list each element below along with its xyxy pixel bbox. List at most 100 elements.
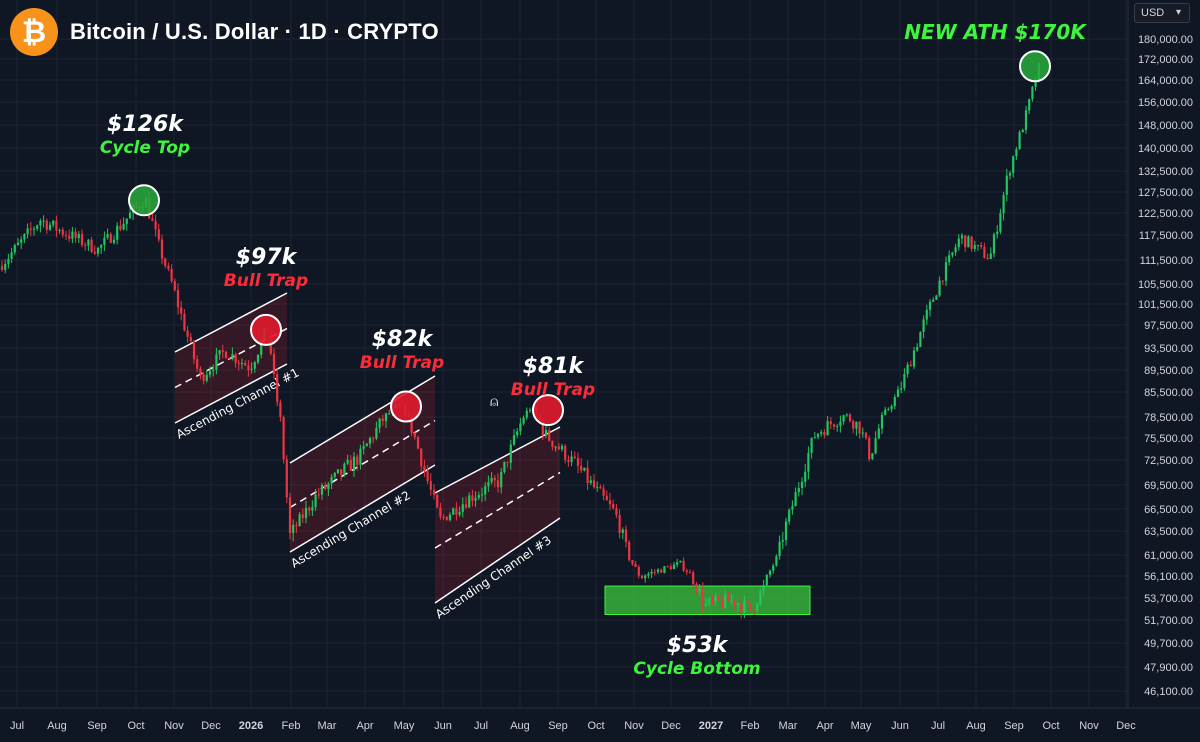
candle-body [893, 397, 896, 407]
candle-body [576, 458, 580, 466]
candle-body [823, 432, 826, 436]
candle-body [880, 414, 884, 429]
candle-body [512, 435, 516, 445]
candle-body [215, 354, 218, 370]
candle-body [116, 225, 119, 240]
candle-body [733, 600, 736, 605]
ath-marker [1019, 50, 1051, 83]
candle-body [794, 492, 797, 507]
y-tick-label: 66,500.00 [1144, 504, 1193, 516]
candle-body [346, 459, 349, 464]
y-tick-label: 180,000.00 [1138, 34, 1193, 46]
new-ath-annotation: NEW ATH $170K [904, 20, 1086, 44]
candle-body [804, 471, 807, 482]
bull-trap-1-label: Bull Trap [223, 271, 309, 291]
candle-body [896, 389, 900, 398]
candle-body [903, 373, 906, 389]
candle-body [381, 418, 384, 422]
y-tick-label: 51,700.00 [1144, 615, 1193, 627]
bull-trap-2-marker [390, 390, 422, 423]
candle-body [96, 247, 100, 254]
candle-body [928, 301, 932, 310]
candle-body [7, 258, 10, 264]
candle-body [196, 359, 199, 369]
candle-body [989, 253, 992, 259]
candle-body [186, 330, 189, 337]
candle-body [717, 596, 720, 601]
x-tick-label: Sep [548, 720, 568, 732]
candle-body [650, 571, 653, 574]
candle-body [496, 480, 500, 488]
candle-body [749, 603, 752, 611]
candle-body [711, 598, 714, 602]
candle-body [720, 600, 724, 608]
candle-body [426, 470, 429, 481]
y-tick-label: 61,000.00 [1144, 550, 1193, 562]
x-tick-label: Mar [318, 720, 337, 732]
candle-body [80, 233, 84, 245]
y-tick-label: 56,100.00 [1144, 571, 1193, 583]
candle-body [1002, 194, 1005, 214]
candle-body [573, 456, 576, 459]
candle-body [234, 354, 237, 363]
candle-body [519, 423, 522, 432]
candle-body [288, 497, 292, 534]
cycle-bottom-box [604, 585, 811, 615]
candle-body [788, 509, 791, 522]
candle-body [295, 524, 298, 527]
candle-body [640, 575, 644, 579]
candle-body [948, 255, 951, 263]
candle-body [874, 438, 877, 454]
channel-lower [434, 517, 561, 604]
candle-body [356, 456, 359, 465]
candle-body [612, 503, 615, 509]
currency-selector[interactable]: USD ▾ [1134, 3, 1190, 23]
candle-body [423, 466, 426, 471]
channel-mid [434, 471, 561, 549]
candle-body [608, 500, 612, 504]
x-tick-label: Oct [1042, 720, 1059, 732]
x-tick-label: Apr [356, 720, 373, 732]
candle-body [583, 467, 586, 471]
candle-body [468, 495, 471, 508]
x-tick-label: Aug [47, 720, 67, 732]
candle-body [221, 350, 224, 352]
y-tick-label: 89,500.00 [1144, 365, 1193, 377]
candle-body [756, 604, 759, 611]
candle-body [180, 307, 183, 314]
candle-body [106, 233, 109, 238]
x-tick-label: 2027 [699, 720, 723, 732]
candle-body [256, 354, 260, 363]
candle-body [596, 486, 599, 488]
y-tick-label: 111,500.00 [1140, 255, 1193, 267]
y-tick-label: 140,000.00 [1138, 143, 1193, 155]
symbol-title[interactable]: Bitcoin / U.S. Dollar · 1D · CRYPTO [70, 19, 439, 44]
candle-body [1031, 86, 1034, 100]
candle-body [362, 446, 365, 449]
candle-body [480, 494, 484, 496]
candle-body [752, 610, 756, 612]
candle-body [314, 494, 317, 508]
candle-body [666, 566, 669, 568]
candle-body [730, 600, 733, 602]
y-tick-label: 127,500.00 [1138, 187, 1193, 199]
time-axis: Jul Aug Sep Oct Nov Dec 2026 Feb Mar Apr May Jun Jul… [0, 707, 1200, 742]
candle-body [906, 364, 909, 374]
candle-body [490, 477, 493, 483]
candle-body [64, 234, 68, 236]
candle-body [445, 516, 448, 521]
y-tick-label: 156,000.00 [1138, 97, 1193, 109]
candle-body [1024, 110, 1028, 131]
candle-body [970, 236, 973, 249]
candle-body [26, 228, 29, 235]
candle-body [653, 571, 656, 573]
y-tick-label: 47,900.00 [1144, 662, 1193, 674]
x-tick-label: 2026 [239, 720, 263, 732]
cycle-bottom-zone [604, 585, 811, 615]
candle-body [410, 414, 413, 433]
channel-upper [289, 375, 436, 464]
bull-trap-1-marker [250, 313, 282, 346]
candle-body [340, 469, 343, 475]
